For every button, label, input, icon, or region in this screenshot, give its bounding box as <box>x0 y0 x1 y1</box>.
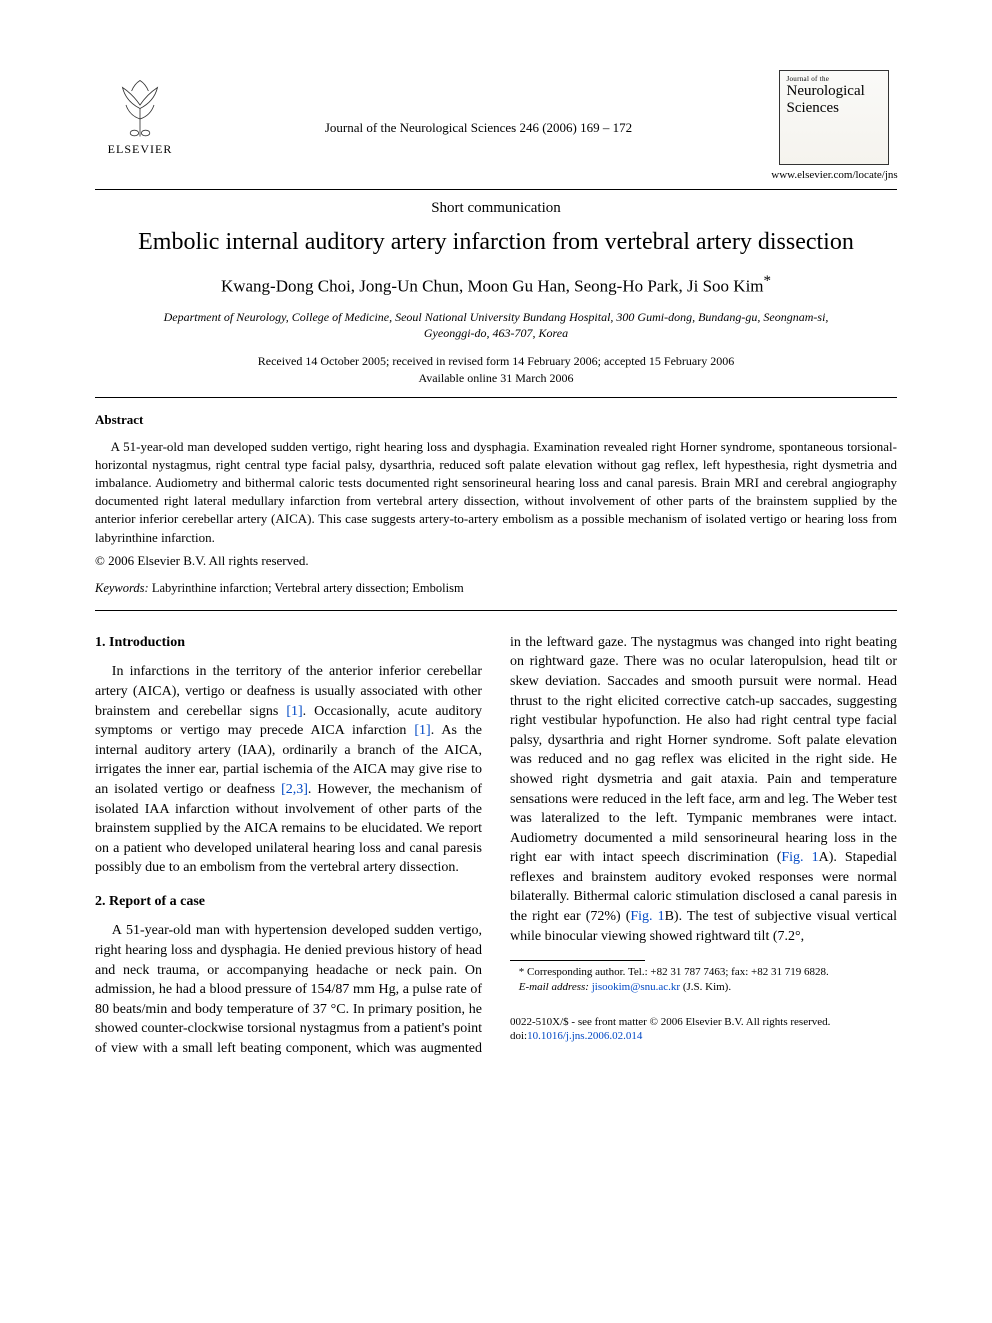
journal-url: www.elsevier.com/locate/jns <box>771 169 897 181</box>
affiliation-line-1: Department of Neurology, College of Medi… <box>95 309 897 325</box>
article-dates: Received 14 October 2005; received in re… <box>95 353 897 387</box>
abstract-heading: Abstract <box>95 412 897 428</box>
keywords-label: Keywords: <box>95 581 149 595</box>
body-columns: 1. Introduction In infarctions in the te… <box>95 633 897 1059</box>
journal-cover-icon: Journal of the Neurological Sciences <box>779 70 889 165</box>
email-label: E-mail address: <box>519 981 589 993</box>
journal-cover-smalltext: Journal of the <box>786 75 882 83</box>
email-link[interactable]: jisookim@snu.ac.kr <box>589 981 680 993</box>
ref-link-1b[interactable]: [1] <box>414 723 430 738</box>
authors-line: Kwang-Dong Choi, Jong-Un Chun, Moon Gu H… <box>95 273 897 297</box>
journal-reference: Journal of the Neurological Sciences 246… <box>325 70 632 136</box>
section-heading-case: 2. Report of a case <box>95 892 482 912</box>
affiliation-line-2: Gyeonggi-do, 463-707, Korea <box>95 325 897 341</box>
doi-label: doi: <box>510 1030 527 1042</box>
fig-link-1b[interactable]: Fig. 1 <box>630 909 664 924</box>
email-footnote: E-mail address: jisookim@snu.ac.kr (J.S.… <box>510 980 897 995</box>
corr-footnote: * Corresponding author. Tel.: +82 31 787… <box>510 965 897 980</box>
corr-star-icon: * <box>764 273 772 289</box>
dates-line-1: Received 14 October 2005; received in re… <box>95 353 897 370</box>
footer-block: 0022-510X/$ - see front matter © 2006 El… <box>510 1015 897 1044</box>
abstract-copyright: © 2006 Elsevier B.V. All rights reserved… <box>95 553 897 569</box>
footer-line-1: 0022-510X/$ - see front matter © 2006 El… <box>510 1015 897 1029</box>
elsevier-tree-icon <box>105 70 175 140</box>
publisher-logo-block: ELSEVIER <box>95 70 185 157</box>
header-row: ELSEVIER Journal of the Neurological Sci… <box>95 70 897 181</box>
keywords-line: Keywords: Labyrinthine infarction; Verte… <box>95 581 897 596</box>
authors-text: Kwang-Dong Choi, Jong-Un Chun, Moon Gu H… <box>221 277 764 296</box>
article-title: Embolic internal auditory artery infarct… <box>95 227 897 257</box>
ref-link-23[interactable]: [2,3] <box>281 782 308 797</box>
section-heading-intro: 1. Introduction <box>95 633 482 653</box>
dates-line-2: Available online 31 March 2006 <box>95 370 897 387</box>
abstract-block: Abstract A 51-year-old man developed sud… <box>95 397 897 611</box>
footnote-block: * Corresponding author. Tel.: +82 31 787… <box>510 960 897 1043</box>
email-tail: (J.S. Kim). <box>680 981 731 993</box>
affiliation: Department of Neurology, College of Medi… <box>95 309 897 341</box>
ref-link-1a[interactable]: [1] <box>286 704 302 719</box>
top-rule <box>95 189 897 190</box>
journal-cover-block: Journal of the Neurological Sciences www… <box>772 70 897 181</box>
journal-cover-title-2: Sciences <box>786 101 882 117</box>
footer-doi: doi:10.1016/j.jns.2006.02.014 <box>510 1029 897 1043</box>
keywords-text: Labyrinthine infarction; Vertebral arter… <box>149 581 464 595</box>
doi-link[interactable]: 10.1016/j.jns.2006.02.014 <box>527 1030 642 1042</box>
journal-cover-title-1: Neurological <box>786 84 882 100</box>
abstract-text: A 51-year-old man developed sudden verti… <box>95 438 897 547</box>
publisher-name: ELSEVIER <box>108 142 173 157</box>
fig-link-1a[interactable]: Fig. 1 <box>781 850 818 865</box>
footnote-rule <box>510 960 645 961</box>
article-type: Short communication <box>95 200 897 217</box>
intro-paragraph: In infarctions in the territory of the a… <box>95 662 482 878</box>
